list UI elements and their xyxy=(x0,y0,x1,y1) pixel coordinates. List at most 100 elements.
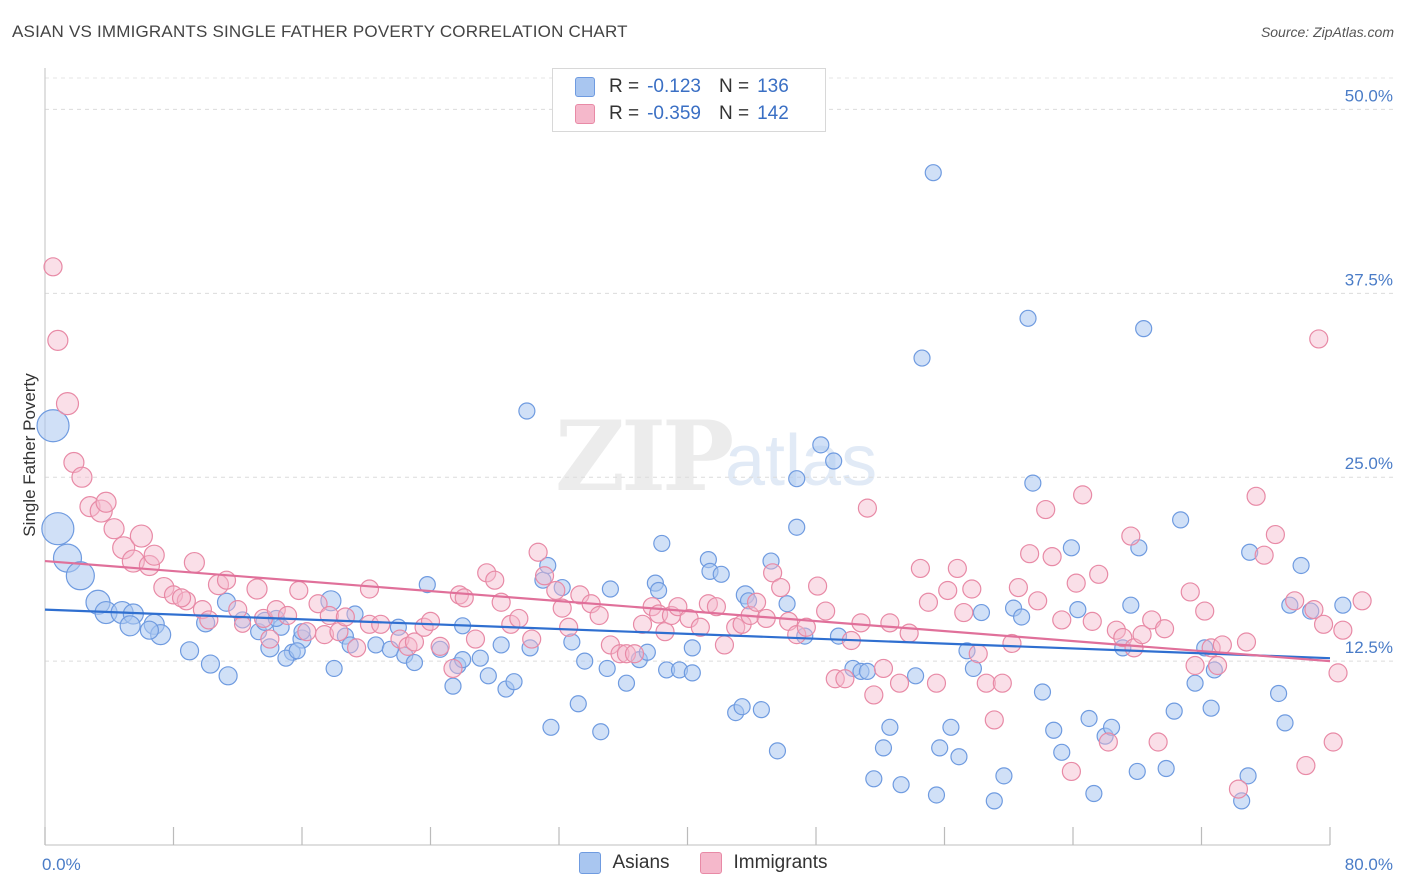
data-point-asians xyxy=(179,641,200,661)
data-point-immigrants xyxy=(655,622,675,642)
legend-swatch-asians xyxy=(578,852,601,874)
legend-item-immigrants[interactable]: Immigrants xyxy=(699,852,828,874)
data-point-immigrants xyxy=(910,558,931,579)
legend-r-label: R = xyxy=(609,103,640,124)
data-point-asians xyxy=(1080,709,1098,728)
data-point-asians xyxy=(405,653,424,672)
data-point-immigrants xyxy=(552,598,572,618)
data-point-asians xyxy=(985,792,1003,810)
data-point-asians xyxy=(1062,539,1080,557)
legend-r-label: R = xyxy=(609,76,640,97)
data-point-asians xyxy=(1102,718,1121,736)
legend-row-asians: R = -0.123 N = 136 xyxy=(575,75,789,99)
data-point-immigrants xyxy=(889,673,910,693)
data-point-immigrants xyxy=(624,644,645,664)
y-tick-label: 50.0% xyxy=(1345,86,1393,105)
data-point-immigrants xyxy=(1296,755,1316,776)
data-point-immigrants xyxy=(319,605,339,626)
data-point-immigrants xyxy=(297,622,317,642)
y-tick-label: 12.5% xyxy=(1345,638,1393,657)
data-point-asians xyxy=(1165,702,1183,720)
data-point-immigrants xyxy=(1020,544,1040,564)
data-point-asians xyxy=(1157,759,1175,778)
data-point-asians xyxy=(1233,792,1251,810)
data-point-asians xyxy=(139,620,160,640)
data-point-immigrants xyxy=(796,617,816,637)
data-point-asians xyxy=(1019,309,1037,327)
data-point-asians xyxy=(865,770,883,788)
data-point-immigrants xyxy=(477,563,497,583)
data-point-immigrants xyxy=(1132,625,1152,645)
tick-labels: 12.5% 25.0% 37.5% 50.0% 0.0% 80.0% xyxy=(42,86,1393,874)
chart-source: Source: ZipAtlas.com xyxy=(1260,24,1394,40)
data-point-immigrants xyxy=(371,614,391,634)
legend-n-label: N = xyxy=(718,76,750,97)
data-point-immigrants xyxy=(1285,591,1305,611)
data-point-immigrants xyxy=(509,608,529,629)
data-point-asians xyxy=(1053,743,1071,761)
data-point-immigrants xyxy=(404,632,425,652)
data-point-immigrants xyxy=(1333,620,1353,640)
data-point-asians xyxy=(36,409,70,443)
data-point-immigrants xyxy=(192,600,213,620)
data-point-asians xyxy=(683,664,701,682)
data-point-immigrants xyxy=(992,673,1012,693)
data-point-asians xyxy=(1085,784,1103,803)
data-point-immigrants xyxy=(880,613,900,633)
data-point-asians xyxy=(218,666,238,686)
data-point-asians xyxy=(1045,721,1063,739)
data-point-immigrants xyxy=(968,644,988,664)
data-point-immigrants xyxy=(1328,663,1348,683)
data-point-asians xyxy=(1172,511,1190,529)
data-point-immigrants xyxy=(1002,633,1022,654)
data-point-asians xyxy=(1069,601,1087,619)
watermark-atlas: atlas xyxy=(725,421,878,501)
data-point-immigrants xyxy=(1236,632,1257,652)
data-point-asians xyxy=(601,580,620,598)
data-point-asians xyxy=(200,654,221,674)
data-point-asians xyxy=(924,164,942,182)
y-axis-label: Single Father Poverty xyxy=(20,373,39,537)
data-point-immigrants xyxy=(522,629,542,649)
data-point-immigrants xyxy=(129,524,153,548)
data-point-immigrants xyxy=(1352,591,1372,611)
data-point-immigrants xyxy=(1036,499,1056,520)
data-point-asians xyxy=(505,673,523,691)
data-point-immigrants xyxy=(947,558,967,579)
data-point-asians xyxy=(563,633,581,651)
data-point-asians xyxy=(576,652,594,670)
data-point-immigrants xyxy=(825,669,845,689)
data-point-asians xyxy=(1334,596,1352,614)
data-point-asians xyxy=(1202,699,1220,717)
data-point-immigrants xyxy=(95,491,117,513)
series-legend: Asians Immigrants xyxy=(0,852,1406,874)
data-point-immigrants xyxy=(390,629,410,649)
data-point-immigrants xyxy=(171,588,192,608)
data-point-asians xyxy=(1241,543,1259,561)
data-point-asians xyxy=(592,723,610,741)
data-point-asians xyxy=(683,639,701,657)
data-point-immigrants xyxy=(1098,732,1118,752)
data-point-asians xyxy=(65,561,95,591)
data-point-immigrants xyxy=(706,597,727,617)
data-point-immigrants xyxy=(746,592,767,612)
data-point-immigrants xyxy=(632,614,653,634)
data-point-asians xyxy=(653,534,671,553)
data-point-immigrants xyxy=(1061,761,1081,782)
data-point-asians xyxy=(41,512,75,546)
stats-legend: R = -0.123 N = 136 R = -0.359 N = 142 xyxy=(552,68,826,132)
legend-item-asians[interactable]: Asians xyxy=(578,852,670,874)
data-point-asians xyxy=(739,592,758,610)
data-point-asians xyxy=(913,349,931,367)
data-point-immigrants xyxy=(1265,524,1285,545)
data-point-immigrants xyxy=(103,518,125,540)
data-point-immigrants xyxy=(143,544,165,566)
legend-n-value: 142 xyxy=(757,103,789,124)
data-point-immigrants xyxy=(771,577,791,598)
data-point-immigrants xyxy=(1254,545,1274,565)
data-point-immigrants xyxy=(864,685,884,705)
data-point-immigrants xyxy=(443,658,463,679)
data-point-asians xyxy=(788,470,806,488)
data-point-asians xyxy=(825,452,843,470)
